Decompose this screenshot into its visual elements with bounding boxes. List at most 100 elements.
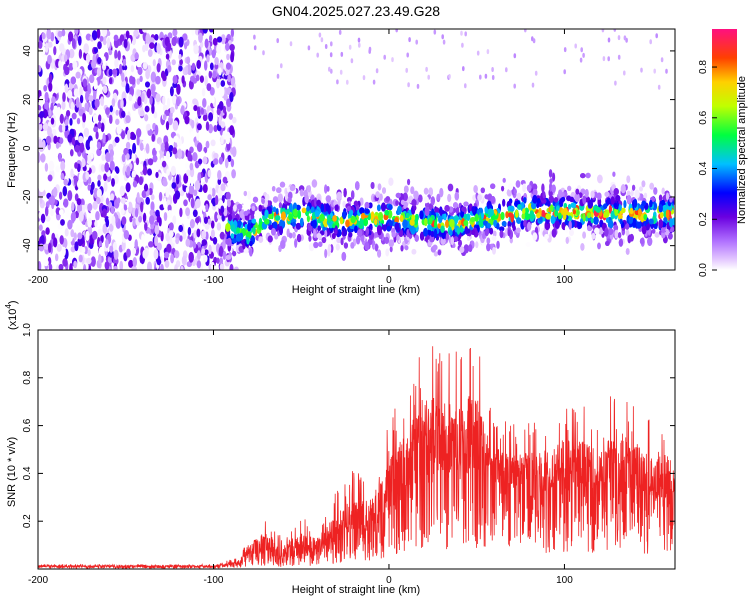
spectrogram-cell [499, 230, 504, 239]
spectrogram-cell [335, 243, 340, 251]
spectrogram-cell [235, 233, 242, 242]
spectrogram-cell [457, 239, 463, 247]
spectrogram-cell [251, 218, 257, 224]
spectrogram-cell [92, 230, 98, 240]
spectrogram-cell [165, 150, 171, 160]
spectrogram-cell [51, 128, 57, 136]
spectrogram-cell [171, 95, 177, 104]
spectrogram-cell [487, 208, 494, 217]
spectrogram-cell [463, 244, 469, 254]
spectrogram-cell [97, 57, 102, 65]
spectrogram-cell [647, 237, 653, 246]
snr-marks [38, 346, 675, 569]
spectrogram-cell [439, 187, 444, 198]
spectrogram-cell [395, 192, 401, 199]
spectrogram-cell [625, 229, 630, 237]
spectrogram-cell [377, 211, 384, 222]
spectrogram-cell [202, 114, 208, 122]
spectrogram-cell [109, 105, 113, 113]
spectrogram-cells [38, 29, 675, 270]
chart-title: GN04.2025.027.23.49.G28 [272, 3, 440, 19]
spectrogram-cell [212, 236, 218, 245]
spectrogram-cell [77, 232, 83, 240]
spectrogram-cell [438, 215, 443, 224]
spectrogram-cell [552, 172, 556, 182]
spectrogram-cell [179, 59, 183, 66]
spectrogram-cell [174, 264, 178, 270]
colorbar-label: Normalized spectral amplitude [736, 76, 748, 224]
spectrogram-cell [70, 229, 75, 238]
spectrogram-cell [557, 189, 563, 199]
spectrogram-cell [416, 83, 420, 89]
spectrogram-cell [186, 56, 191, 65]
spectrogram-cell [450, 236, 455, 246]
spectrogram-cell [648, 218, 654, 225]
spectrogram-cell [326, 186, 330, 192]
spectrogram-cell [83, 127, 90, 138]
spectrogram-cell [610, 196, 615, 205]
spectrogram-cell [466, 213, 471, 221]
spectrogram-cell [142, 61, 148, 70]
spectrogram-cell [613, 224, 619, 232]
spectrogram-cell [131, 133, 137, 141]
spectrogram-cell [78, 135, 84, 144]
spectrogram-cell [325, 203, 330, 212]
spectrogram-cell [219, 85, 225, 97]
spectrogram-cell [47, 54, 52, 65]
spectrogram-cell [603, 203, 608, 210]
spectrogram-cell [179, 207, 183, 218]
spectrogram-cell [331, 233, 336, 239]
spectrogram-cell [200, 107, 205, 115]
spectrogram-cell [53, 135, 58, 144]
spectrogram-cell [132, 217, 137, 227]
spectrogram-cell [67, 219, 73, 230]
spectrogram-cell [394, 222, 400, 231]
spectrogram-cell [555, 205, 560, 212]
spectrogram-cell [459, 226, 464, 233]
snr-y-axis-label: SNR (10 * v/v) [6, 437, 18, 507]
spectrogram-cell [261, 198, 265, 205]
spectrogram-cell [522, 183, 527, 193]
spectrogram-cell [48, 263, 53, 270]
spectrogram-cell [264, 218, 270, 225]
spectrogram-cell [85, 230, 90, 242]
spectrogram-cell [554, 209, 559, 217]
spectrogram-cell [48, 108, 52, 118]
spectrogram-cell [86, 154, 92, 165]
svg-text:(x104): (x104) [4, 300, 19, 330]
spectrogram-cell [39, 195, 43, 204]
spectrogram-cell [78, 254, 83, 263]
spectrogram-cell [336, 237, 342, 244]
spectrogram-cell [445, 219, 449, 229]
spectrogram-cell [424, 206, 430, 217]
spectrogram-cell [620, 184, 626, 194]
spectrogram-cell [440, 237, 446, 245]
spectrogram-cell [247, 190, 251, 200]
spectrogram-cell [178, 53, 182, 61]
spectrogram-cell [515, 180, 521, 188]
spectrogram-cell [136, 59, 142, 68]
spectrogram-cell [223, 94, 229, 101]
spectrogram-cell [299, 189, 304, 197]
spectrogram-cell [402, 192, 408, 202]
spectrogram-cell [95, 197, 101, 205]
spectrogram-cell [87, 203, 93, 212]
spectrogram-cell [137, 66, 143, 76]
spectrogram-cell [141, 190, 147, 198]
spectrogram-cell [121, 216, 127, 226]
spectrogram-cell [247, 222, 252, 232]
spectrogram-cell [175, 97, 181, 107]
spectrogram-cell [97, 41, 102, 50]
spectrogram-cell [243, 247, 249, 254]
spectrogram-cell [201, 87, 206, 97]
spectrogram-cell [162, 180, 168, 187]
spectrogram-cell [149, 42, 155, 49]
spectrogram-cell [409, 219, 415, 226]
spectrogram-cell [258, 221, 263, 228]
spectrogram-cell [501, 185, 505, 192]
spectrogram-cell [425, 66, 428, 72]
spectrogram-cell [634, 189, 640, 199]
spectrogram-cell [206, 54, 210, 63]
spectrogram-cell [38, 138, 43, 149]
spectrogram-cell [69, 263, 73, 270]
